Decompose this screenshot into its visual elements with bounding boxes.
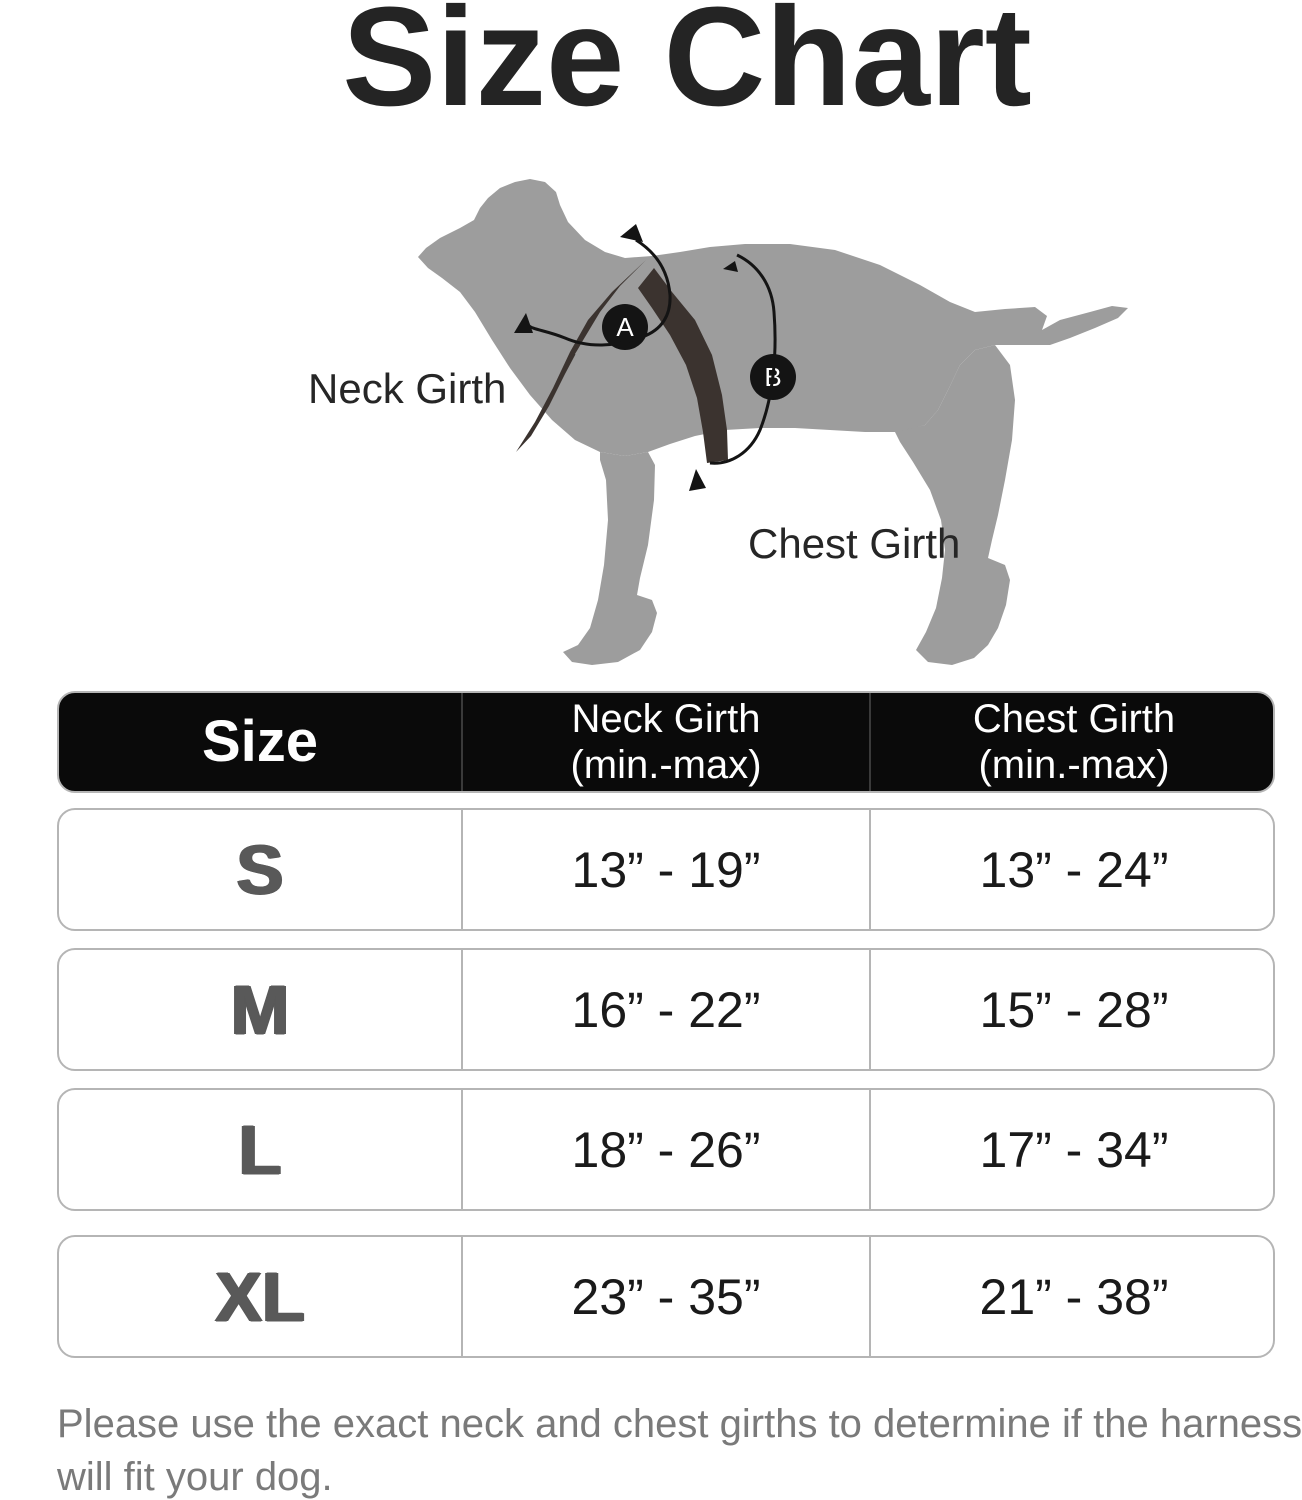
svg-text:A: A xyxy=(616,312,634,342)
